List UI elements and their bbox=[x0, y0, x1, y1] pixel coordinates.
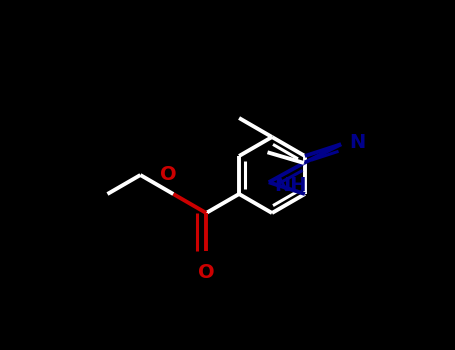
Text: NH: NH bbox=[274, 176, 306, 195]
Text: O: O bbox=[198, 263, 214, 282]
Text: O: O bbox=[160, 165, 177, 184]
Text: N: N bbox=[349, 133, 365, 152]
